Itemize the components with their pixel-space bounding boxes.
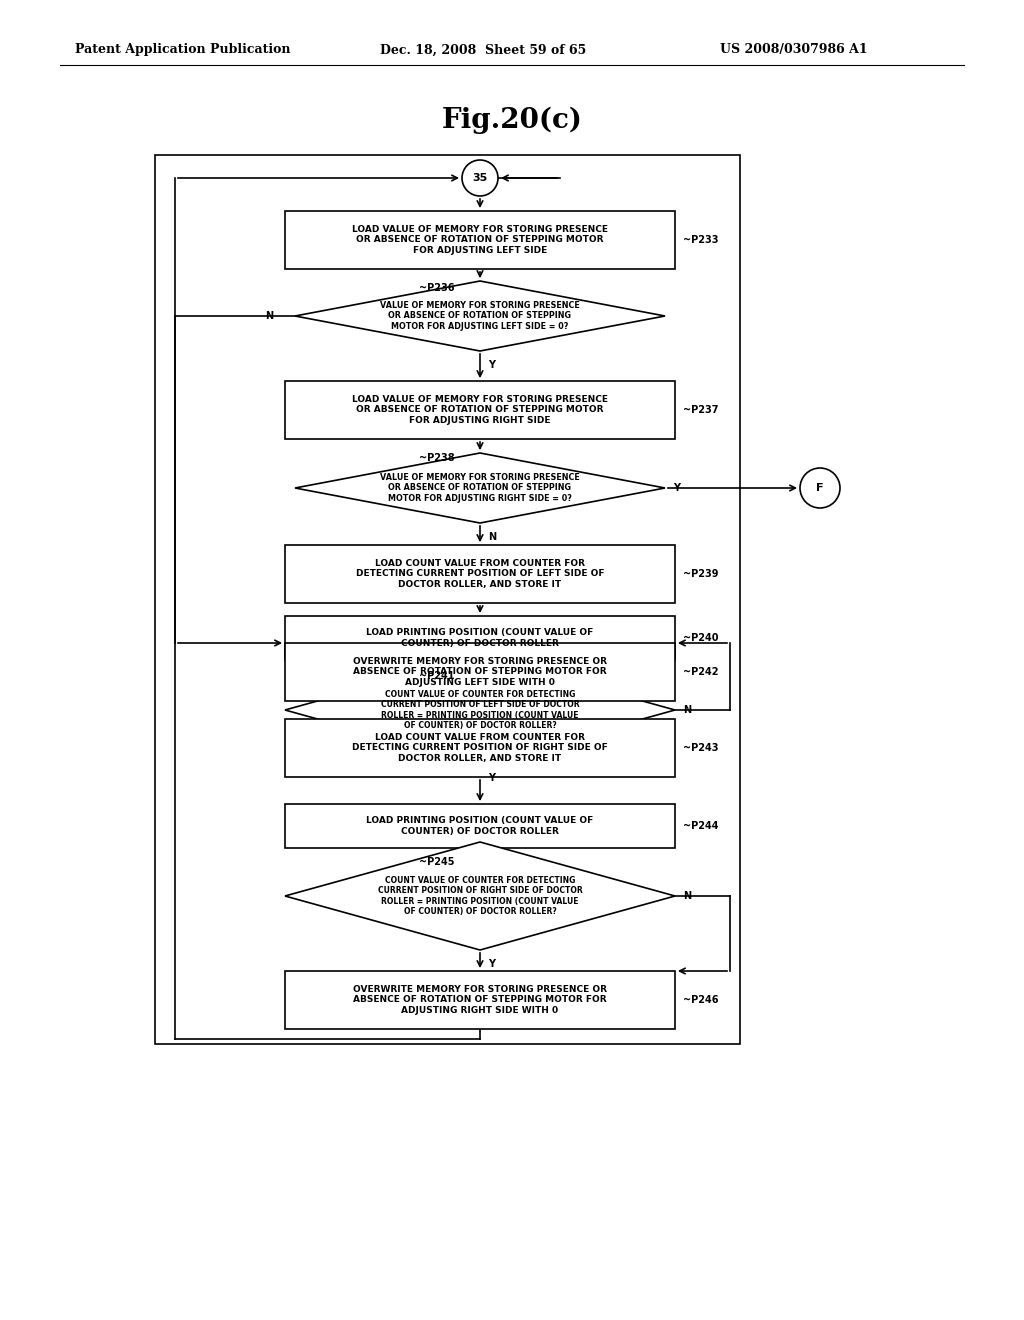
Text: ~P238: ~P238 <box>420 453 455 463</box>
Text: ~P245: ~P245 <box>420 857 455 867</box>
Text: Fig.20(c): Fig.20(c) <box>441 107 583 133</box>
Bar <box>285 211 675 269</box>
Bar <box>155 154 740 1044</box>
Text: VALUE OF MEMORY FOR STORING PRESENCE
OR ABSENCE OF ROTATION OF STEPPING
MOTOR FO: VALUE OF MEMORY FOR STORING PRESENCE OR … <box>380 301 580 331</box>
Text: US 2008/0307986 A1: US 2008/0307986 A1 <box>720 44 867 57</box>
Text: LOAD VALUE OF MEMORY FOR STORING PRESENCE
OR ABSENCE OF ROTATION OF STEPPING MOT: LOAD VALUE OF MEMORY FOR STORING PRESENC… <box>352 395 608 425</box>
Polygon shape <box>295 453 665 523</box>
Circle shape <box>800 469 840 508</box>
Bar <box>285 616 675 660</box>
Text: VALUE OF MEMORY FOR STORING PRESENCE
OR ABSENCE OF ROTATION OF STEPPING
MOTOR FO: VALUE OF MEMORY FOR STORING PRESENCE OR … <box>380 473 580 503</box>
Bar <box>285 381 675 440</box>
Text: N: N <box>265 312 273 321</box>
Text: 35: 35 <box>472 173 487 183</box>
Bar <box>285 972 675 1030</box>
Text: ~P244: ~P244 <box>683 821 719 832</box>
Text: F: F <box>816 483 823 492</box>
Text: ~P233: ~P233 <box>683 235 719 246</box>
Text: N: N <box>683 891 691 902</box>
Text: LOAD VALUE OF MEMORY FOR STORING PRESENCE
OR ABSENCE OF ROTATION OF STEPPING MOT: LOAD VALUE OF MEMORY FOR STORING PRESENC… <box>352 226 608 255</box>
Text: COUNT VALUE OF COUNTER FOR DETECTING
CURRENT POSITION OF LEFT SIDE OF DOCTOR
ROL: COUNT VALUE OF COUNTER FOR DETECTING CUR… <box>381 690 580 730</box>
Text: ~P243: ~P243 <box>683 743 719 752</box>
Text: OVERWRITE MEMORY FOR STORING PRESENCE OR
ABSENCE OF ROTATION OF STEPPING MOTOR F: OVERWRITE MEMORY FOR STORING PRESENCE OR… <box>353 657 607 686</box>
Text: ~P237: ~P237 <box>683 405 719 414</box>
Text: COUNT VALUE OF COUNTER FOR DETECTING
CURRENT POSITION OF RIGHT SIDE OF DOCTOR
RO: COUNT VALUE OF COUNTER FOR DETECTING CUR… <box>378 876 583 916</box>
Text: Y: Y <box>673 483 680 492</box>
Bar <box>285 643 675 701</box>
Circle shape <box>462 160 498 195</box>
Text: ~P241: ~P241 <box>420 671 455 681</box>
Polygon shape <box>285 656 675 764</box>
Text: LOAD PRINTING POSITION (COUNT VALUE OF
COUNTER) OF DOCTOR ROLLER: LOAD PRINTING POSITION (COUNT VALUE OF C… <box>367 628 594 648</box>
Text: ~P236: ~P236 <box>420 282 455 293</box>
Text: Y: Y <box>488 774 495 783</box>
Bar <box>285 719 675 777</box>
Text: LOAD PRINTING POSITION (COUNT VALUE OF
COUNTER) OF DOCTOR ROLLER: LOAD PRINTING POSITION (COUNT VALUE OF C… <box>367 816 594 836</box>
Text: ~P239: ~P239 <box>683 569 719 579</box>
Bar <box>285 545 675 603</box>
Text: Y: Y <box>488 360 495 370</box>
Text: N: N <box>683 705 691 715</box>
Text: ~P246: ~P246 <box>683 995 719 1005</box>
Text: ~P242: ~P242 <box>683 667 719 677</box>
Text: LOAD COUNT VALUE FROM COUNTER FOR
DETECTING CURRENT POSITION OF LEFT SIDE OF
DOC: LOAD COUNT VALUE FROM COUNTER FOR DETECT… <box>355 560 604 589</box>
Text: ~P240: ~P240 <box>683 634 719 643</box>
Text: Y: Y <box>488 960 495 969</box>
Polygon shape <box>295 281 665 351</box>
Text: OVERWRITE MEMORY FOR STORING PRESENCE OR
ABSENCE OF ROTATION OF STEPPING MOTOR F: OVERWRITE MEMORY FOR STORING PRESENCE OR… <box>353 985 607 1015</box>
Text: N: N <box>488 532 496 543</box>
Text: LOAD COUNT VALUE FROM COUNTER FOR
DETECTING CURRENT POSITION OF RIGHT SIDE OF
DO: LOAD COUNT VALUE FROM COUNTER FOR DETECT… <box>352 733 608 763</box>
Bar <box>285 804 675 847</box>
Polygon shape <box>285 842 675 950</box>
Text: Dec. 18, 2008  Sheet 59 of 65: Dec. 18, 2008 Sheet 59 of 65 <box>380 44 587 57</box>
Text: Patent Application Publication: Patent Application Publication <box>75 44 291 57</box>
